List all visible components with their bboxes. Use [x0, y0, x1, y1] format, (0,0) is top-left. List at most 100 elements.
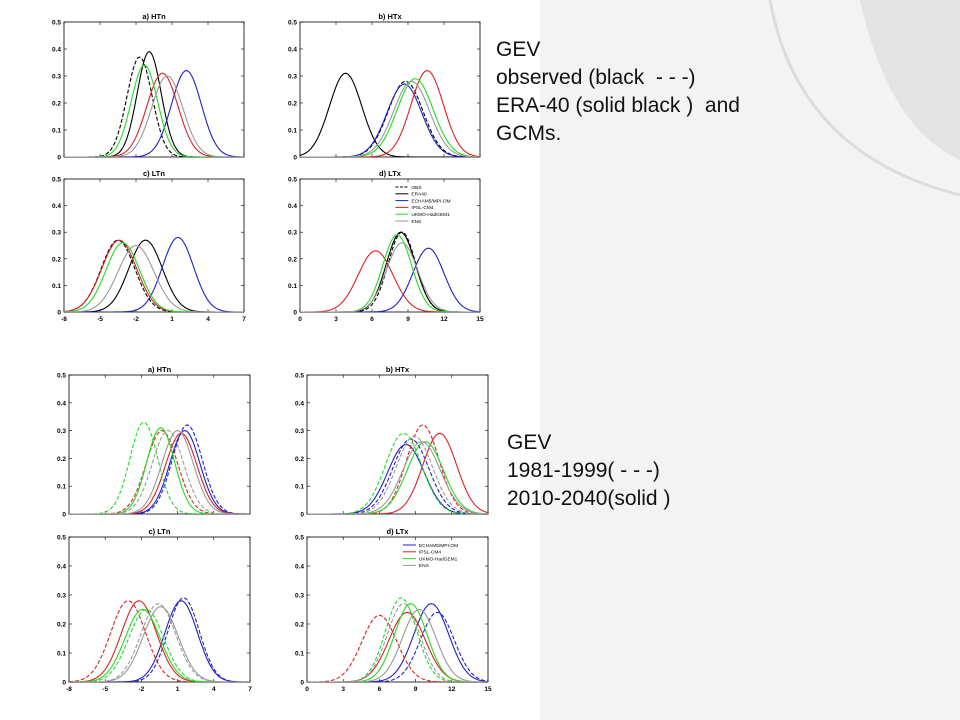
y-tick-label: 0.5 [57, 535, 66, 542]
x-tick-label: 1 [170, 316, 174, 323]
panel-title: d) LTx [387, 527, 410, 536]
series-line [307, 614, 488, 682]
legend: OBSERA40ECHAM5/MPI-OMIPSL-CM4UKMO-HadGEM… [395, 185, 451, 225]
y-tick-label: 0.4 [57, 564, 66, 571]
legend-label: ECHAM5/MPI-OM [411, 198, 450, 204]
y-tick-label: 0.5 [57, 373, 66, 380]
legend-label: ECHAM5/MPI-OM [419, 543, 458, 549]
y-tick-label: 0.3 [288, 230, 297, 237]
series-line [64, 239, 244, 312]
x-tick-label: 15 [484, 686, 492, 693]
caption-top-line: GCMs. [496, 122, 562, 145]
x-tick-label: 15 [476, 316, 484, 323]
y-tick-label: 0.1 [57, 484, 66, 491]
panel-title: c) LTn [143, 169, 165, 178]
x-tick-label: -2 [139, 686, 145, 693]
series-line [300, 70, 480, 157]
y-tick-label: 0 [293, 310, 297, 317]
series-line [69, 424, 250, 514]
y-tick-label: 0.3 [52, 230, 61, 237]
y-tick-label: 0.3 [57, 428, 66, 435]
series-line [300, 247, 480, 312]
x-tick-label: 12 [440, 316, 448, 323]
series-line [64, 70, 244, 157]
panel-title: c) LTn [149, 527, 171, 536]
legend-label: UKMO-HadGEM1 [419, 556, 458, 562]
y-tick-label: 0.5 [288, 177, 297, 184]
series-line [69, 430, 250, 514]
x-tick-label: 4 [212, 686, 216, 693]
x-tick-label: -8 [61, 316, 67, 323]
legend-label: IPSL-CM4 [411, 205, 433, 211]
series-line [307, 611, 488, 682]
series-line [307, 603, 488, 682]
y-tick-label: 0.5 [295, 535, 304, 542]
y-tick-label: 0.4 [295, 564, 304, 571]
y-tick-label: 0 [62, 512, 66, 519]
series-group [300, 231, 480, 312]
series-line [64, 244, 244, 312]
y-tick-label: 0.5 [52, 20, 61, 27]
chart-panel: a) HTn 0 0.1 0.2 0.3 0.4 0.5 [57, 365, 251, 519]
y-tick-label: 0.2 [295, 456, 304, 463]
plot-area [299, 21, 481, 158]
y-tick-label: 0.3 [295, 593, 304, 600]
series-line [64, 239, 244, 312]
series-line [64, 242, 244, 312]
x-tick-label: 12 [448, 686, 456, 693]
plot-area [68, 536, 251, 683]
plot-area [299, 178, 481, 313]
series-line [307, 424, 488, 514]
y-tick-label: 0.4 [52, 203, 61, 210]
plot-area [63, 21, 245, 158]
y-tick-label: 0.1 [57, 651, 66, 658]
caption-bottom-line: GEV [507, 431, 552, 454]
y-tick-label: 0.1 [52, 283, 61, 290]
series-line [69, 600, 250, 682]
caption-bottom: GEV 1981-1999( - - -) 2010-2040(solid ) [507, 429, 670, 513]
y-tick-label: 0.3 [52, 74, 61, 81]
y-tick-label: 0.1 [52, 128, 61, 135]
series-group [69, 421, 250, 514]
series-line [300, 78, 480, 157]
caption-top: GEV observed (black - - -) ERA-40 (solid… [496, 36, 740, 148]
chart-panel: a) HTn 0 0.1 0.2 0.3 0.4 0.5 [52, 12, 245, 162]
series-line [300, 72, 480, 157]
caption-top-line: ERA-40 (solid black ) and [496, 94, 740, 117]
y-tick-label: 0.5 [52, 177, 61, 184]
y-tick-label: 0.2 [295, 622, 304, 629]
x-tick-label: -5 [102, 686, 108, 693]
chart-panel: b) HTx 0 0.1 0.2 0.3 0.4 0.5 [295, 365, 489, 519]
series-group [307, 597, 488, 682]
series-line [64, 236, 244, 312]
x-tick-label: 4 [206, 316, 210, 323]
x-tick-label: 6 [378, 686, 382, 693]
series-line [69, 600, 250, 682]
y-tick-label: 0.5 [295, 373, 304, 380]
y-tick-label: 0.3 [288, 74, 297, 81]
series-line [300, 242, 480, 312]
legend-label: ERA40 [411, 192, 427, 198]
series-line [69, 432, 250, 514]
series-line [307, 608, 488, 682]
series-line [69, 608, 250, 682]
series-line [69, 600, 250, 682]
series-line [307, 441, 488, 514]
y-tick-label: 0 [62, 680, 66, 687]
y-tick-label: 0 [57, 155, 61, 162]
x-tick-label: -2 [133, 316, 139, 323]
x-tick-label: 1 [176, 686, 180, 693]
y-tick-label: 0.4 [288, 47, 297, 54]
caption-bottom-line: 2010-2040(solid ) [507, 487, 671, 510]
caption-top-line: GEV [496, 38, 541, 61]
series-line [64, 51, 244, 157]
series-line [64, 75, 244, 157]
y-tick-label: 0.1 [288, 128, 297, 135]
slide-decoration-curve [768, 0, 960, 197]
y-tick-label: 0.1 [288, 283, 297, 290]
x-tick-label: 0 [298, 316, 302, 323]
chart-panel: d) LTx 0 0.1 0.2 0.3 0.4 0.5 0 3 6 9 12 15 ECHAM5/MPI… [295, 527, 492, 693]
chart-panel: c) LTn 0 0.1 0.2 0.3 0.4 0.5 -8 -5 -2 1 4 7 [52, 169, 246, 323]
x-tick-label: 7 [242, 316, 246, 323]
